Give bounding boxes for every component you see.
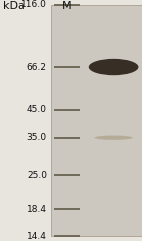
Text: 14.4: 14.4 xyxy=(27,232,47,241)
Bar xyxy=(54,174,80,176)
Bar xyxy=(54,109,80,111)
Text: 18.4: 18.4 xyxy=(27,205,47,214)
Text: kDa: kDa xyxy=(3,1,25,11)
Bar xyxy=(54,4,80,6)
Bar xyxy=(54,137,80,139)
Ellipse shape xyxy=(89,59,138,75)
Ellipse shape xyxy=(94,135,133,140)
Text: 35.0: 35.0 xyxy=(27,133,47,142)
Text: 116.0: 116.0 xyxy=(21,0,47,9)
Text: M: M xyxy=(62,1,72,11)
Bar xyxy=(54,66,80,68)
Bar xyxy=(54,235,80,237)
Text: 66.2: 66.2 xyxy=(27,62,47,72)
Bar xyxy=(54,208,80,210)
Text: 25.0: 25.0 xyxy=(27,171,47,180)
Text: 45.0: 45.0 xyxy=(27,105,47,114)
Bar xyxy=(51,5,142,236)
